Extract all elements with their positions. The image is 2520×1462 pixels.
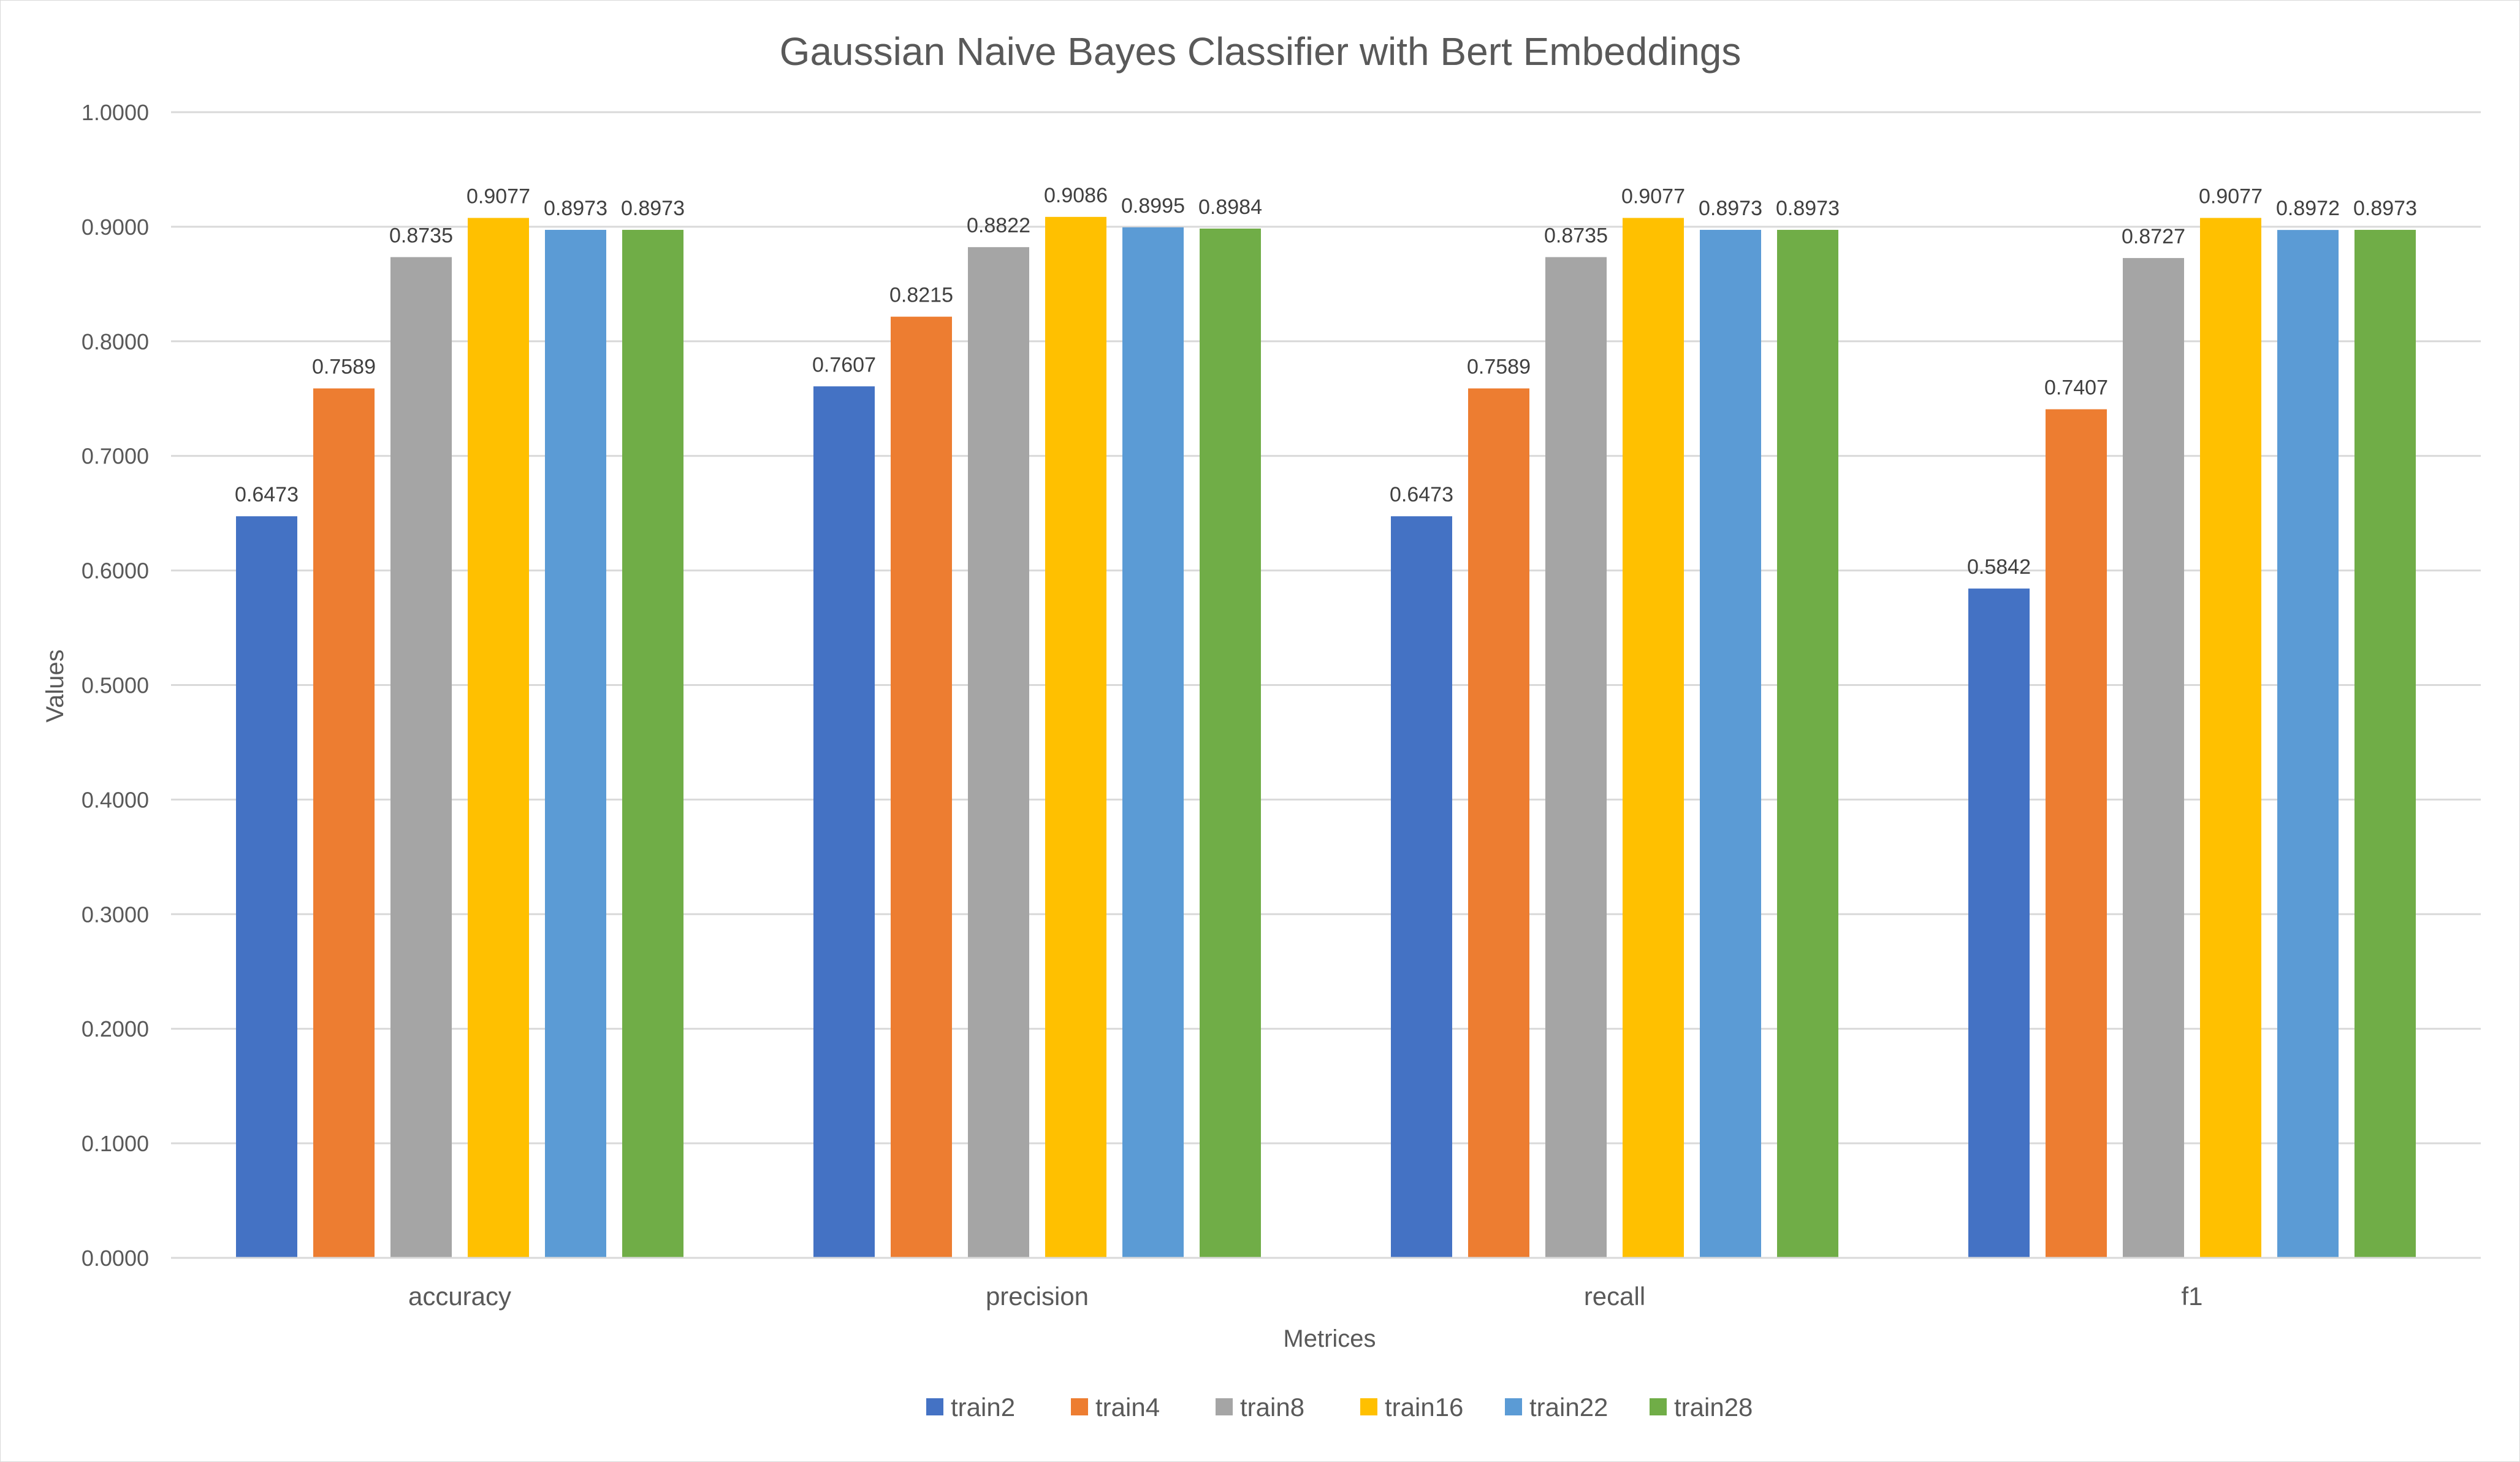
data-label-train16-recall: 0.9077 (1621, 185, 1685, 208)
legend: train2 train4 train8 train16 train22 train28 (926, 1393, 1753, 1422)
legend-label-train16: train16 (1385, 1393, 1463, 1422)
x-category-label: recall (1584, 1282, 1645, 1311)
y-tick-label: 0.5000 (82, 673, 149, 698)
bar-train2-accuracy (236, 516, 297, 1258)
y-tick-label: 0.0000 (82, 1246, 149, 1271)
bar-train22-f1 (2277, 230, 2339, 1258)
bar-train16-precision (1045, 216, 1106, 1258)
bars (236, 216, 2416, 1258)
data-label-train2-recall: 0.6473 (1390, 483, 1453, 506)
data-label-train16-precision: 0.9086 (1044, 184, 1108, 207)
y-axis-title: Values (42, 649, 69, 722)
bar-train4-f1 (2046, 409, 2107, 1258)
data-label-train4-precision: 0.8215 (889, 284, 953, 307)
data-label-train16-f1: 0.9077 (2199, 185, 2263, 208)
bar-train8-f1 (2123, 257, 2184, 1258)
bar-train16-f1 (2200, 218, 2261, 1258)
bar-train4-precision (891, 316, 952, 1258)
y-tick-label: 1.0000 (82, 100, 149, 125)
legend-item-train28: train28 (1650, 1393, 1753, 1422)
legend-swatch-train8 (1216, 1398, 1233, 1415)
y-tick-label: 0.9000 (82, 215, 149, 240)
legend-swatch-train16 (1360, 1398, 1377, 1415)
y-axis-ticks: 0.0000 0.1000 0.2000 0.3000 0.4000 0.5000 0.60… (82, 100, 149, 1271)
data-label-train4-recall: 0.7589 (1467, 356, 1531, 379)
bar-train8-accuracy (390, 257, 452, 1258)
legend-swatch-train22 (1505, 1398, 1522, 1415)
bar-train8-precision (968, 247, 1029, 1258)
legend-label-train2: train2 (951, 1393, 1015, 1422)
y-tick-label: 0.8000 (82, 329, 149, 354)
bar-train2-recall (1391, 516, 1452, 1258)
x-axis-title: Metrices (1283, 1325, 1376, 1352)
data-label-train2-accuracy: 0.6473 (235, 483, 299, 506)
bar-train2-precision (813, 386, 875, 1258)
legend-label-train8: train8 (1240, 1393, 1304, 1422)
legend-item-train2: train2 (926, 1393, 1015, 1422)
bar-train22-accuracy (545, 229, 606, 1258)
data-label-train22-recall: 0.8973 (1699, 197, 1762, 220)
y-tick-label: 0.4000 (82, 787, 149, 812)
bar-train28-f1 (2354, 229, 2416, 1258)
bar-train22-recall (1700, 229, 1761, 1258)
data-label-train4-f1: 0.7407 (2044, 376, 2108, 400)
data-label-train28-precision: 0.8984 (1198, 196, 1262, 219)
bar-train28-accuracy (622, 229, 683, 1258)
data-label-train2-f1: 0.5842 (1967, 555, 2031, 579)
data-label-train8-f1: 0.8727 (2122, 225, 2185, 248)
data-label-train16-accuracy: 0.9077 (466, 185, 530, 208)
bar-train16-accuracy (468, 218, 529, 1258)
x-category-label: accuracy (408, 1282, 511, 1311)
legend-item-train4: train4 (1071, 1393, 1160, 1422)
x-category-label: precision (986, 1282, 1089, 1311)
legend-label-train28: train28 (1674, 1393, 1753, 1422)
bar-train28-recall (1777, 229, 1838, 1258)
y-tick-label: 0.2000 (82, 1016, 149, 1041)
x-category-label: f1 (2181, 1282, 2202, 1311)
data-label-train8-precision: 0.8822 (967, 214, 1030, 237)
bar-train4-recall (1468, 388, 1529, 1258)
bar-train4-accuracy (313, 388, 375, 1258)
y-tick-label: 0.6000 (82, 558, 149, 584)
legend-swatch-train2 (926, 1398, 943, 1415)
data-label-train22-f1: 0.8972 (2276, 197, 2340, 220)
chart-title: Gaussian Naive Bayes Classifier with Ber… (780, 29, 1742, 74)
data-label-train28-accuracy: 0.8973 (621, 197, 685, 220)
data-label-train22-accuracy: 0.8973 (544, 197, 607, 220)
legend-label-train4: train4 (1095, 1393, 1160, 1422)
legend-item-train8: train8 (1216, 1393, 1304, 1422)
bar-train16-recall (1623, 218, 1684, 1258)
data-label-train4-accuracy: 0.7589 (312, 356, 376, 379)
data-label-train28-recall: 0.8973 (1776, 197, 1840, 220)
bar-train28-precision (1200, 228, 1261, 1258)
data-label-train22-precision: 0.8995 (1121, 194, 1185, 218)
y-tick-label: 0.1000 (82, 1131, 149, 1156)
legend-item-train22: train22 (1505, 1393, 1608, 1422)
data-label-train2-precision: 0.7607 (812, 353, 876, 376)
data-label-train8-recall: 0.8735 (1544, 224, 1608, 247)
y-tick-label: 0.7000 (82, 444, 149, 469)
data-labels: 0.6473 0.7589 0.8735 0.9077 0.8973 0.8973 0.76… (235, 184, 2417, 579)
legend-item-train16: train16 (1360, 1393, 1463, 1422)
legend-label-train22: train22 (1529, 1393, 1608, 1422)
data-label-train8-accuracy: 0.8735 (389, 224, 453, 247)
bar-train2-f1 (1968, 588, 2030, 1258)
bar-train8-recall (1545, 257, 1607, 1258)
legend-swatch-train28 (1650, 1398, 1667, 1415)
y-tick-label: 0.3000 (82, 902, 149, 927)
data-label-train28-f1: 0.8973 (2353, 197, 2417, 220)
legend-swatch-train4 (1071, 1398, 1088, 1415)
x-axis-categories: accuracy precision recall f1 (408, 1282, 2203, 1311)
bar-train22-precision (1122, 227, 1184, 1258)
